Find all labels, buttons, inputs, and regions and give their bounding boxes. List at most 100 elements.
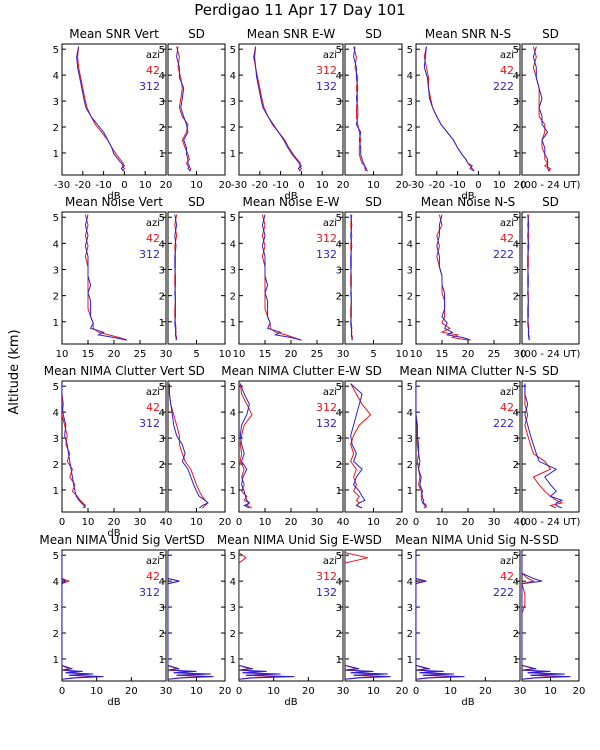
x-tick-label: 30: [311, 517, 324, 528]
panel-title: Mean Noise N-S: [421, 195, 516, 209]
y-tick-label: 2: [336, 123, 342, 134]
x-tick-label: -30: [54, 180, 70, 191]
x-tick-label: 10: [316, 180, 329, 191]
y-tick-label: 1: [53, 149, 59, 160]
x-tick-label: 20: [219, 180, 232, 191]
y-tick-label: 1: [230, 655, 236, 666]
y-tick-label: 5: [336, 382, 342, 393]
legend-entry-312: 312: [316, 401, 337, 414]
x-tick-label: 15: [82, 349, 95, 360]
legend-entry-312: 312: [316, 570, 337, 583]
x-tick-label: 10: [396, 349, 409, 360]
x-tick-label: 15: [259, 349, 272, 360]
legend-entry-132: 132: [316, 417, 337, 430]
y-axis-label: Altitude (km): [7, 329, 22, 414]
y-tick-label: 4: [230, 577, 236, 588]
x-tick-label: 20: [219, 686, 232, 697]
y-tick-label: 4: [53, 71, 59, 82]
y-tick-label: 1: [53, 318, 59, 329]
panel-title: SD: [365, 195, 382, 209]
y-tick-label: 2: [53, 460, 59, 471]
y-tick-label: 2: [513, 629, 519, 640]
x-tick-label: -10: [449, 180, 465, 191]
legend-entry-42: 42: [146, 401, 160, 414]
x-tick-label: 0: [298, 180, 304, 191]
series-line-132: [345, 552, 391, 680]
x-tick-label: 0: [475, 180, 481, 191]
y-tick-label: 5: [336, 551, 342, 562]
y-tick-label: 2: [159, 123, 165, 134]
panel-r3c4: Mean NIMA Unid Sig N-S 1 2 3 4 5 0 10 20 30 dB azi 4…: [395, 533, 541, 708]
y-tick-label: 1: [336, 655, 342, 666]
y-tick-label: 1: [159, 318, 165, 329]
y-tick-label: 2: [407, 460, 413, 471]
x-tick-label: 10: [367, 180, 380, 191]
y-tick-label: 4: [230, 71, 236, 82]
x-tick-label: 20: [396, 686, 409, 697]
panel-frame: [521, 380, 580, 513]
y-tick-label: 3: [336, 97, 342, 108]
series-line-42: [524, 383, 564, 509]
y-tick-label: 5: [53, 213, 59, 224]
series-line-312: [76, 46, 126, 172]
y-tick-label: 1: [407, 486, 413, 497]
panel-r2c5: SD 1 2 3 4 5 (00 - 24 UT): [513, 364, 581, 528]
series-line-222: [527, 214, 530, 341]
x-tick-label: 20: [479, 686, 492, 697]
x-tick-label: 10: [444, 686, 457, 697]
legend-entry-42: 42: [500, 64, 514, 77]
y-tick-label: 4: [336, 71, 342, 82]
y-tick-label: 4: [159, 239, 165, 250]
series-line-312: [84, 214, 128, 341]
legend-entry-312: 312: [139, 417, 160, 430]
panel-title: SD: [365, 27, 382, 41]
x-time-label: (00 - 24 UT): [521, 517, 581, 528]
y-tick-label: 5: [230, 213, 236, 224]
y-tick-label: 2: [230, 460, 236, 471]
series-line-312: [239, 383, 253, 509]
y-tick-label: 3: [159, 603, 165, 614]
y-tick-label: 2: [407, 292, 413, 303]
panel-r1c3: SD 1 2 3 4 5 5 10: [336, 195, 409, 360]
series-line-312: [174, 214, 178, 341]
panel-frame: [167, 211, 226, 345]
legend-entry-42: 42: [146, 64, 160, 77]
legend-header: azi: [323, 218, 337, 229]
x-tick-label: 30: [337, 686, 350, 697]
series-line-222: [423, 46, 475, 172]
legend-header: azi: [500, 50, 514, 61]
panel-frame: [238, 43, 344, 176]
panel-title: SD: [188, 533, 205, 547]
series-line-42: [77, 46, 126, 172]
y-tick-label: 1: [513, 655, 519, 666]
x-tick-label: 10: [267, 686, 280, 697]
x-tick-label: 10: [259, 517, 272, 528]
series-line-42: [84, 214, 128, 341]
x-tick-label: 0: [121, 180, 127, 191]
y-tick-label: 5: [159, 213, 165, 224]
y-tick-label: 2: [230, 123, 236, 134]
y-tick-label: 5: [53, 382, 59, 393]
x-tick-label: 10: [544, 686, 557, 697]
x-tick-label: -20: [252, 180, 268, 191]
panel-title: SD: [188, 195, 205, 209]
x-tick-label: 30: [337, 349, 350, 360]
x-tick-label: 10: [190, 180, 203, 191]
panel-title: Mean NIMA Clutter Vert: [44, 364, 185, 378]
x-time-label: (00 - 24 UT): [521, 349, 581, 360]
legend-entry-222: 222: [493, 248, 514, 261]
y-tick-label: 2: [53, 123, 59, 134]
x-tick-label: 30: [514, 686, 527, 697]
x-axis-label: dB: [284, 697, 297, 708]
x-tick-label: 25: [311, 349, 324, 360]
y-tick-label: 5: [407, 213, 413, 224]
y-tick-label: 4: [407, 577, 413, 588]
y-tick-label: 3: [230, 97, 236, 108]
y-tick-label: 2: [159, 292, 165, 303]
x-tick-label: 20: [108, 349, 121, 360]
panel-title: Mean Noise Vert: [65, 195, 163, 209]
x-axis-label: dB: [461, 191, 474, 202]
panel-frame: [167, 380, 226, 513]
